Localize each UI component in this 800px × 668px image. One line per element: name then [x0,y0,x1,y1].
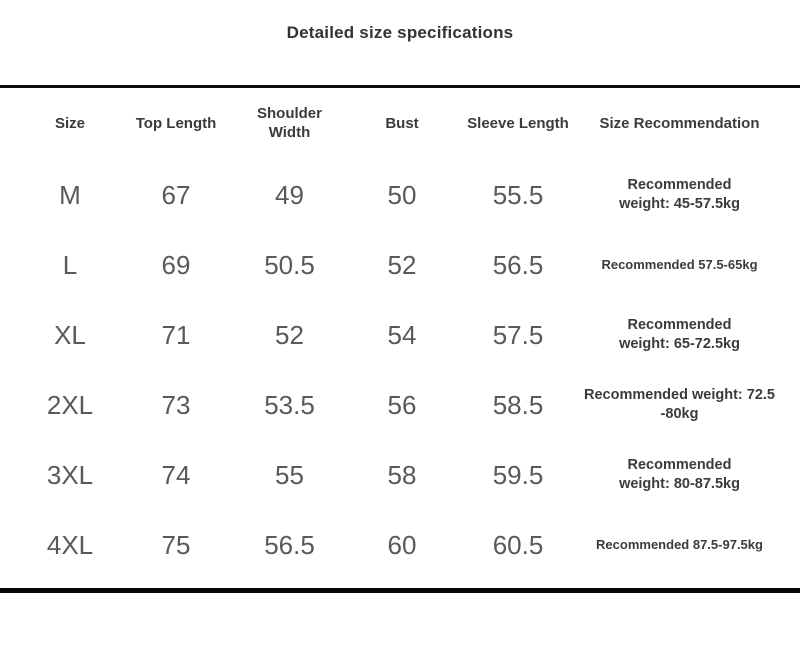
recommendation-value: Recommended weight: 80-87.5kg [619,457,740,492]
top-length-value: 74 [161,459,191,490]
table-row-3xl: 3XL 74 55 58 59.5 Recommended weight: 80… [20,440,780,510]
table-header-row: Size Top Length Shoulder Width Bust Slee… [20,88,780,160]
header-shoulder-width: Shoulder Width [256,105,322,141]
top-length-value: 75 [161,529,191,560]
shoulder-width-value: 52 [275,319,304,350]
shoulder-width-value: 55 [275,459,304,490]
size-label: 2XL [46,389,94,420]
bust-value: 56 [387,389,417,420]
header-size-recommendation: Size Recommendation [599,114,760,132]
recommendation-value: Recommended 87.5-97.5kg [596,536,763,552]
table-row-xl: XL 71 52 54 57.5 Recommended weight: 65-… [20,300,780,370]
header-sleeve-length: Sleeve Length [467,114,569,132]
size-label: L [62,249,78,280]
header-size: Size [54,114,85,132]
sleeve-length-value: 57.5 [492,319,544,350]
bust-value: 58 [387,459,417,490]
top-length-value: 67 [161,179,191,210]
sleeve-length-value: 56.5 [492,249,544,280]
table-row-4xl: 4XL 75 56.5 60 60.5 Recommended 87.5-97.… [20,510,780,580]
top-length-value: 71 [161,319,191,350]
bottom-divider [0,588,800,593]
bust-value: 54 [387,319,417,350]
page-title: Detailed size specifications [286,23,514,42]
sleeve-length-value: 59.5 [492,459,544,490]
header-top-length: Top Length [135,114,217,132]
recommendation-value: Recommended 57.5-65kg [601,256,758,272]
table-row-m: M 67 49 50 55.5 Recommended weight: 45-5… [20,160,780,230]
header-bust: Bust [385,114,419,132]
shoulder-width-value: 53.5 [264,389,315,420]
size-label: 4XL [46,529,94,560]
recommendation-value: Recommended weight: 65-72.5kg [619,317,740,352]
top-divider [0,85,800,88]
top-length-value: 69 [161,249,191,280]
shoulder-width-value: 49 [275,179,304,210]
sleeve-length-value: 55.5 [492,179,544,210]
shoulder-width-value: 50.5 [264,249,315,280]
bust-value: 52 [387,249,417,280]
sleeve-length-value: 60.5 [492,529,544,560]
bust-value: 50 [387,179,417,210]
size-label: 3XL [46,459,94,490]
shoulder-width-value: 56.5 [264,529,315,560]
size-table: Size Top Length Shoulder Width Bust Slee… [20,88,780,580]
table-row-l: L 69 50.5 52 56.5 Recommended 57.5-65kg [20,230,780,300]
top-length-value: 73 [161,389,191,420]
recommendation-value: Recommended weight: 72.5 -80kg [584,387,775,422]
sleeve-length-value: 58.5 [492,389,544,420]
size-label: M [59,179,81,210]
table-row-2xl: 2XL 73 53.5 56 58.5 Recommended weight: … [20,370,780,440]
recommendation-value: Recommended weight: 45-57.5kg [619,177,740,212]
size-label: XL [54,319,86,350]
bust-value: 60 [387,529,417,560]
